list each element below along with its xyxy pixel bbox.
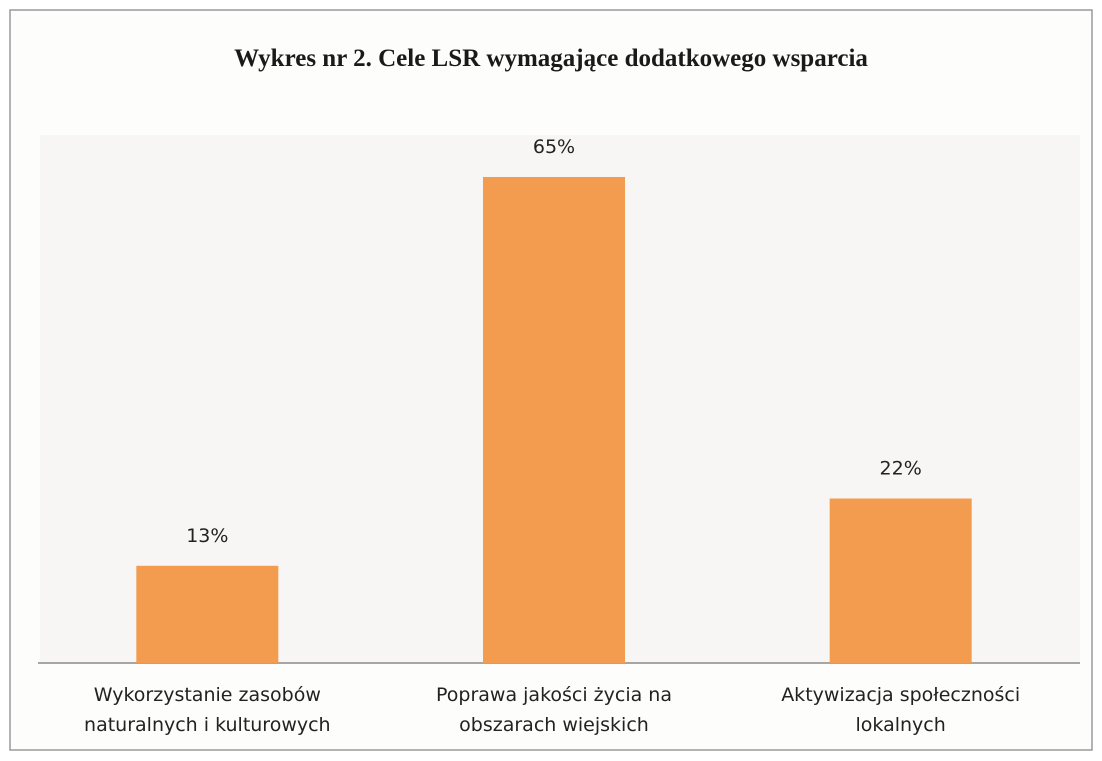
chart-title: Wykres nr 2. Cele LSR wymagające dodatko…	[234, 45, 868, 72]
x-tick-label: Wykorzystanie zasobów naturalnych i kult…	[84, 684, 331, 736]
x-tick-label: Aktywizacja społeczności lokalnych	[781, 684, 1021, 736]
value-label: 13%	[186, 525, 228, 547]
bar	[136, 565, 279, 663]
value-label: 65%	[533, 136, 575, 158]
bar	[483, 177, 625, 663]
bar	[829, 498, 972, 663]
value-label: 22%	[880, 458, 922, 480]
x-tick-label: Poprawa jakości życia na obszarach wiejs…	[436, 684, 672, 736]
